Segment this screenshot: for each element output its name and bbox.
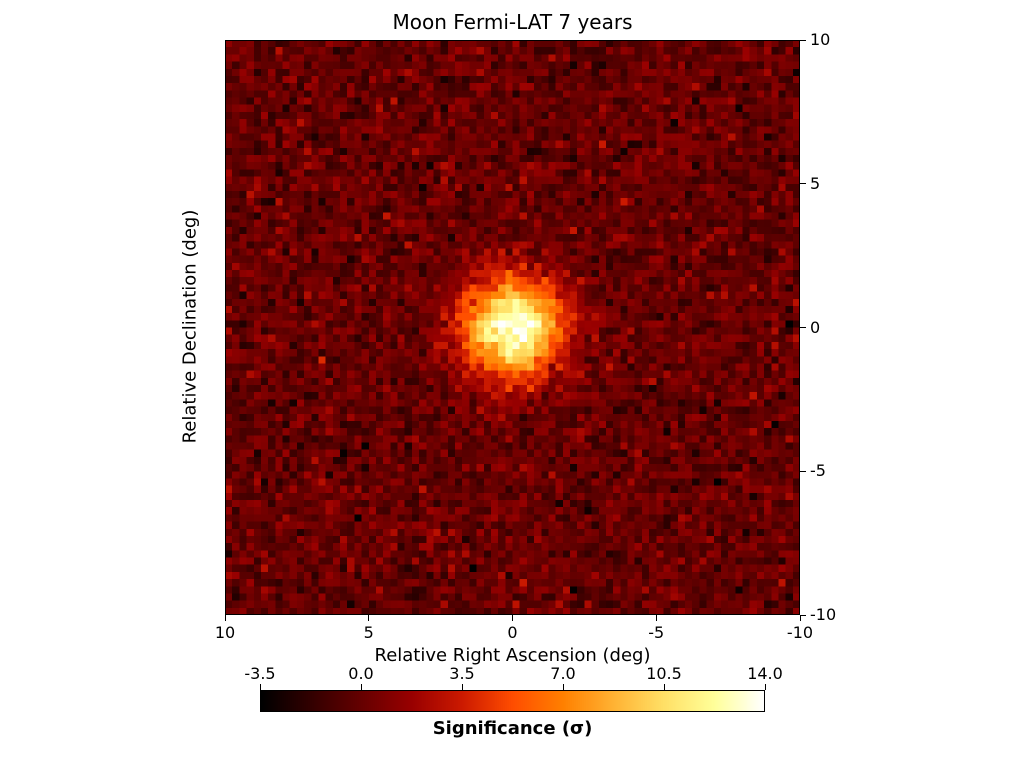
colorbar-tick-label: 0.0 — [331, 664, 391, 683]
colorbar-tick-mark — [765, 684, 766, 690]
x-tick-label: -10 — [770, 623, 830, 642]
y-tick-mark — [800, 471, 806, 472]
colorbar-tick-label: 10.5 — [634, 664, 694, 683]
colorbar-tick-mark — [260, 684, 261, 690]
y-tick-label: -5 — [810, 461, 860, 480]
heatmap-canvas — [225, 40, 800, 615]
colorbar-label: Significance (σ) — [260, 718, 765, 739]
x-tick-mark — [800, 615, 801, 621]
x-tick-mark — [368, 615, 369, 621]
colorbar-tick-mark — [563, 684, 564, 690]
y-tick-mark — [800, 183, 806, 184]
x-tick-label: 5 — [339, 623, 399, 642]
y-tick-label: 5 — [810, 174, 860, 193]
colorbar-tick-label: -3.5 — [230, 664, 290, 683]
y-tick-mark — [800, 327, 806, 328]
x-tick-label: 10 — [195, 623, 255, 642]
colorbar-tick-label: 14.0 — [735, 664, 795, 683]
y-tick-mark — [800, 40, 806, 41]
x-axis-label: Relative Right Ascension (deg) — [225, 645, 800, 666]
y-tick-label: -10 — [810, 605, 860, 624]
x-tick-mark — [225, 615, 226, 621]
colorbar-tick-mark — [361, 684, 362, 690]
colorbar-tick-label: 3.5 — [432, 664, 492, 683]
x-tick-mark — [656, 615, 657, 621]
plot-title: Moon Fermi-LAT 7 years — [225, 10, 800, 34]
figure: Moon Fermi-LAT 7 years 10 5 0 -5 -10 -10 -5 0 5… — [0, 0, 1024, 768]
y-tick-mark — [800, 615, 806, 616]
y-tick-label: 0 — [810, 318, 860, 337]
x-tick-label: 0 — [483, 623, 543, 642]
colorbar-tick-label: 7.0 — [533, 664, 593, 683]
x-tick-label: -5 — [626, 623, 686, 642]
y-axis-label: Relative Declination (deg) — [180, 126, 201, 526]
colorbar-tick-mark — [664, 684, 665, 690]
colorbar-canvas — [260, 690, 765, 712]
y-tick-label: 10 — [810, 30, 860, 49]
colorbar-tick-mark — [462, 684, 463, 690]
x-tick-mark — [512, 615, 513, 621]
